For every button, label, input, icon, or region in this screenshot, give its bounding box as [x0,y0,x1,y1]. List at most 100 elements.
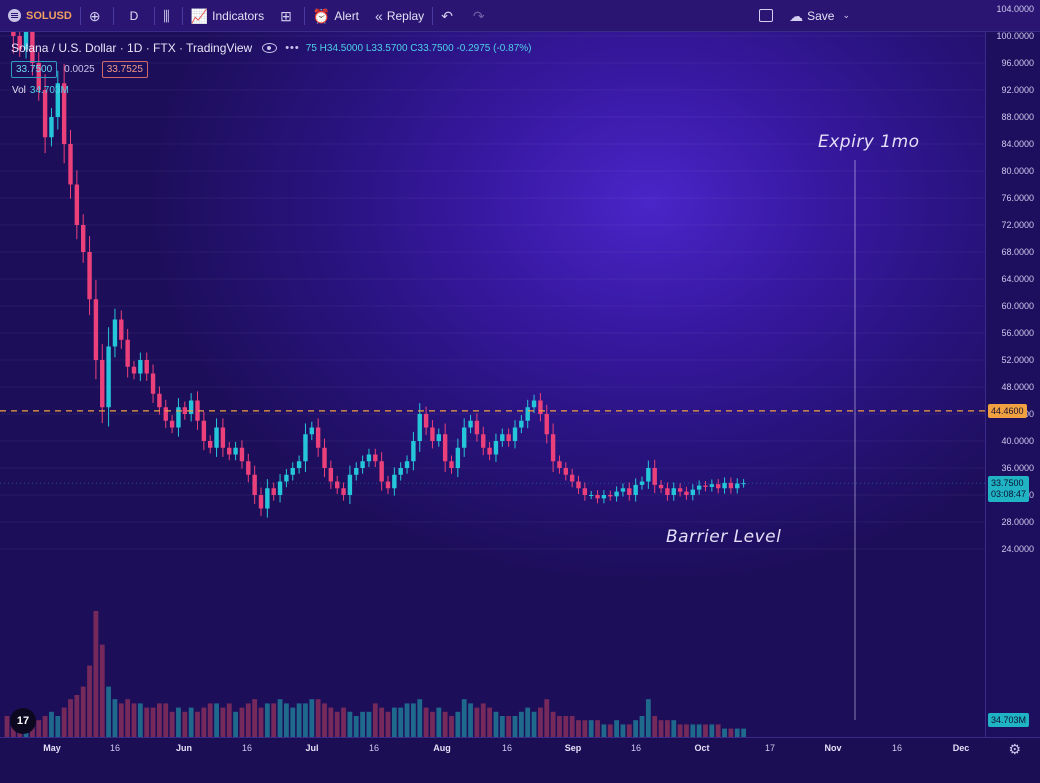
candle-body [11,32,16,36]
bid-ask-box: 33.7500 0.0025 33.7525 [11,61,148,78]
price-scale[interactable]: 120.0000116.0000112.0000108.0000104.0000… [985,4,1040,737]
volume-bar [550,711,556,737]
price-tick: 76.0000 [1001,193,1034,203]
volume-bar [436,707,442,737]
templates-button[interactable]: ⊞ [272,0,304,31]
redo-icon: ↷ [472,7,485,24]
volume-bar [576,720,581,737]
price-tick: 24.0000 [1001,544,1034,554]
price-tick: 72.0000 [1001,220,1034,230]
time-tick: Nov [824,743,842,753]
volume-bar [557,716,562,737]
candle-body [93,299,99,360]
time-tick: 16 [241,743,253,753]
candle-body [220,427,226,448]
candle-body [246,461,251,475]
barrier-level-annotation[interactable]: Barrier Level [666,527,782,547]
eye-icon[interactable] [262,43,278,53]
volume-bar [309,699,315,737]
chart-legend: Solana / U.S. Dollar · 1D · FTX · Tradin… [11,41,532,55]
volume-bar [360,711,365,737]
undo-icon: ↶ [441,7,453,24]
volume-bar [480,703,486,737]
candle-body [690,489,695,495]
top-toolbar: SOLUSD ⊕ D ⫼ 📈 Indicators ⊞ ⏰ Alert « Re… [0,0,1040,32]
add-symbol-button[interactable]: ⊕ [81,0,113,31]
toolbar-separator [154,6,156,25]
expiry-annotation[interactable]: Expiry 1mo [818,132,920,152]
volume-bar [379,707,385,737]
time-scale[interactable]: May 16 Jun 16 Jul 16 Aug 16 Sep 16 Oct 17 Nov 16 Dec ⚙ [0,737,1040,783]
ask-price[interactable]: 33.7525 [101,61,148,78]
save-button[interactable]: ☁ Save ⌄ [781,0,862,31]
templates-icon: ⊞ [280,7,292,24]
toolbar-separator [112,6,114,25]
volume-bar [55,716,61,737]
candle-body [176,407,181,428]
candle-body [74,184,80,225]
chart-pane[interactable]: Solana / U.S. Dollar · 1D · FTX · Tradin… [0,32,985,737]
volume-bar [125,699,131,737]
volume-bar [734,728,740,737]
volume-bar [163,703,169,737]
candle-body [455,447,461,468]
indicators-button[interactable]: 📈 Indicators [183,0,272,31]
volume-bar [207,703,213,737]
candle-body [411,441,416,462]
candle-body [360,461,365,468]
candle-body [341,488,346,495]
more-icon[interactable]: ••• [285,42,300,54]
replay-icon: « [375,7,383,24]
candle-body [81,225,86,252]
candle-body [277,481,283,495]
volume-bar [671,720,677,737]
chevron-down-icon[interactable]: ⌄ [842,10,850,20]
candle-body [23,32,29,50]
candle-body [309,427,314,435]
volume-bar [430,711,435,737]
price-tick: 100.0000 [996,31,1034,41]
undo-button[interactable]: ↶ [433,0,465,31]
volume-bar [639,716,645,737]
volume-bar [728,728,734,737]
candle-body [474,420,480,435]
settings-gear-icon[interactable]: ⚙ [1008,741,1021,757]
candle-body [265,488,270,509]
replay-button[interactable]: « Replay [367,0,432,31]
volume-legend-label: Vol [12,85,26,96]
tradingview-logo-icon[interactable]: 17 [10,708,36,734]
candle-body [531,400,537,408]
volume-bar [182,711,188,737]
candle-body [208,441,213,448]
candle-body [563,468,568,475]
volume-bar [512,716,518,737]
volume-bar [690,724,696,737]
alert-button[interactable]: ⏰ Alert [305,0,367,31]
bar-style-button[interactable]: ⫼ [155,0,181,31]
redo-button[interactable]: ↷ [465,0,497,31]
interval-button[interactable]: D [114,0,155,31]
candle-body [112,319,118,347]
volume-bar [315,699,321,737]
fullscreen-button[interactable] [751,0,781,31]
volume-bar [112,699,118,737]
indicators-label: Indicators [212,8,265,23]
price-tick: 40.0000 [1001,436,1034,446]
candle-body [55,83,60,117]
symbol-search[interactable]: SOLUSD [0,0,80,31]
price-tick: 88.0000 [1001,112,1034,122]
menu-icon[interactable] [8,9,21,22]
volume-bar [455,711,461,737]
candle-body [227,447,232,455]
time-tick: May [43,743,61,753]
candle-body [506,434,511,441]
candle-body [379,461,384,482]
volume-bar [652,716,658,737]
candle-body [385,481,391,489]
volume-bar [290,707,296,737]
time-tick: Aug [433,743,451,753]
bid-price[interactable]: 33.7500 [11,61,58,78]
volume-bar [226,703,232,737]
candle-body [722,482,727,489]
candle-body [671,488,676,495]
